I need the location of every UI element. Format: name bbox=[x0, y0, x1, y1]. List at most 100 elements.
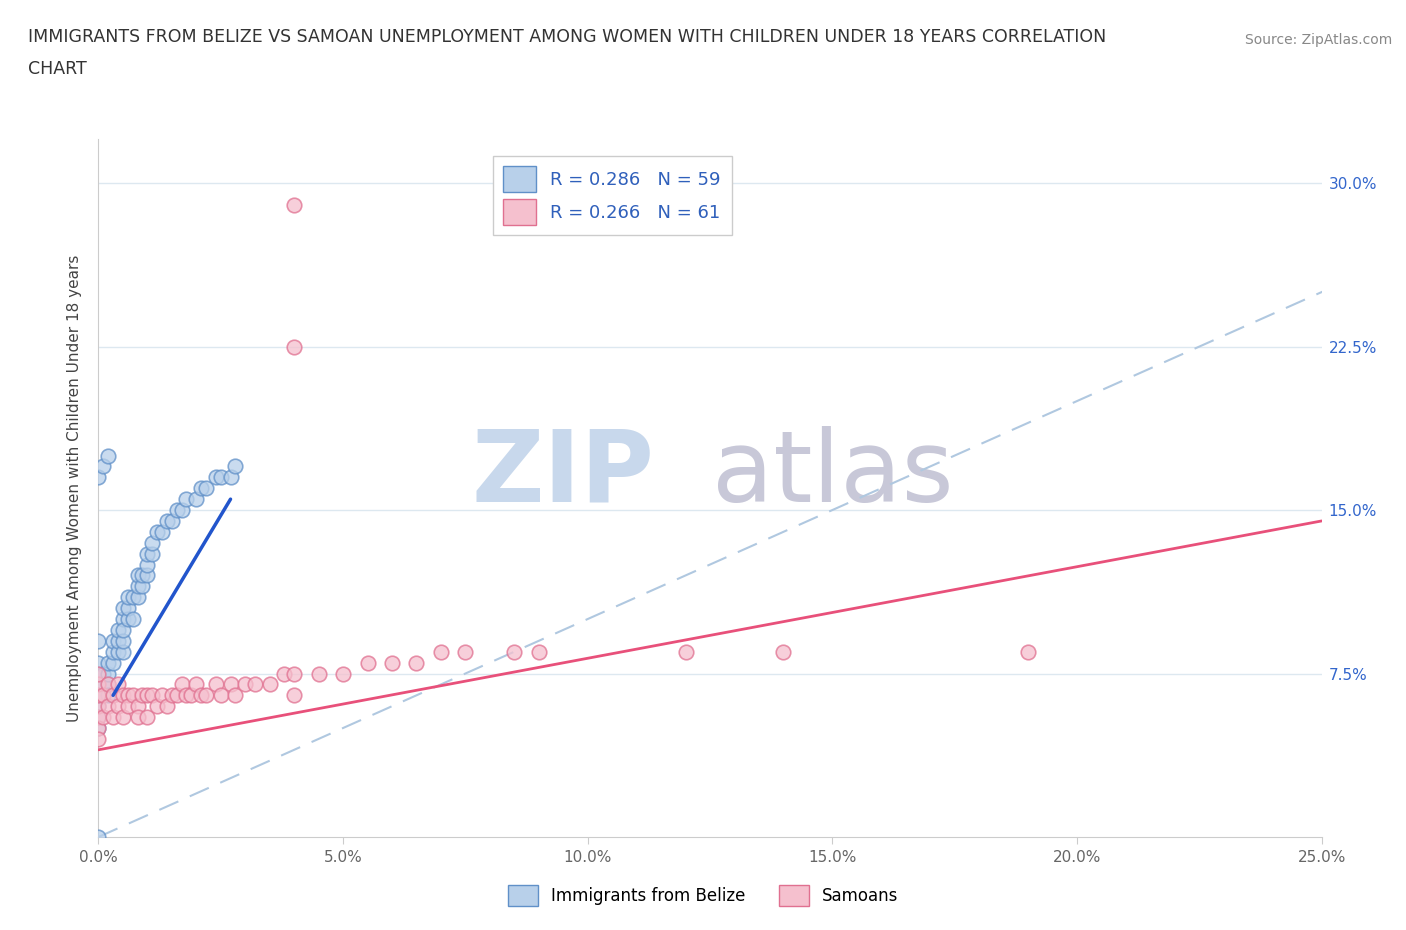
Point bbox=[180, 688, 202, 703]
Point bbox=[111, 644, 134, 659]
Point bbox=[170, 502, 193, 517]
Point bbox=[87, 677, 110, 692]
Point bbox=[141, 688, 163, 703]
Point bbox=[87, 656, 110, 671]
Point bbox=[101, 656, 124, 671]
Point bbox=[87, 721, 110, 736]
Point bbox=[121, 590, 143, 604]
Point bbox=[111, 612, 134, 627]
Point bbox=[146, 525, 169, 539]
Point bbox=[87, 666, 110, 681]
Point bbox=[127, 698, 149, 713]
Y-axis label: Unemployment Among Women with Children Under 18 years: Unemployment Among Women with Children U… bbox=[67, 255, 83, 722]
Point bbox=[91, 688, 114, 703]
Point bbox=[91, 710, 114, 724]
Point bbox=[190, 481, 212, 496]
Legend: R = 0.286   N = 59, R = 0.266   N = 61: R = 0.286 N = 59, R = 0.266 N = 61 bbox=[492, 155, 731, 235]
Point bbox=[273, 666, 295, 681]
Point bbox=[127, 710, 149, 724]
Text: atlas: atlas bbox=[711, 426, 953, 523]
Point bbox=[160, 688, 183, 703]
Point bbox=[141, 536, 163, 551]
Point bbox=[97, 666, 120, 681]
Point bbox=[107, 633, 129, 648]
Point bbox=[87, 633, 110, 648]
Point bbox=[121, 612, 143, 627]
Point bbox=[136, 688, 159, 703]
Point bbox=[131, 568, 153, 583]
Point bbox=[127, 590, 149, 604]
Point bbox=[97, 656, 120, 671]
Legend: Immigrants from Belize, Samoans: Immigrants from Belize, Samoans bbox=[501, 879, 905, 912]
Point bbox=[87, 470, 110, 485]
Point bbox=[190, 688, 212, 703]
Point bbox=[87, 710, 110, 724]
Point bbox=[107, 622, 129, 637]
Point bbox=[87, 830, 110, 844]
Point bbox=[97, 677, 120, 692]
Text: CHART: CHART bbox=[28, 60, 87, 78]
Point bbox=[91, 666, 114, 681]
Point bbox=[156, 698, 179, 713]
Point bbox=[308, 666, 330, 681]
Point bbox=[283, 197, 305, 212]
Point bbox=[205, 677, 228, 692]
Point bbox=[111, 710, 134, 724]
Point bbox=[127, 578, 149, 593]
Point bbox=[176, 492, 198, 507]
Point bbox=[107, 677, 129, 692]
Point bbox=[170, 677, 193, 692]
Point bbox=[356, 656, 378, 671]
Point bbox=[117, 688, 139, 703]
Point bbox=[150, 688, 173, 703]
Point bbox=[136, 546, 159, 561]
Point bbox=[283, 339, 305, 354]
Point bbox=[87, 721, 110, 736]
Point bbox=[219, 677, 242, 692]
Point bbox=[87, 677, 110, 692]
Point bbox=[283, 666, 305, 681]
Point bbox=[209, 688, 232, 703]
Point bbox=[136, 568, 159, 583]
Point bbox=[772, 644, 794, 659]
Point bbox=[243, 677, 266, 692]
Point bbox=[87, 698, 110, 713]
Point bbox=[195, 688, 218, 703]
Point bbox=[117, 590, 139, 604]
Point bbox=[405, 656, 427, 671]
Point bbox=[101, 710, 124, 724]
Point bbox=[97, 448, 120, 463]
Point bbox=[121, 688, 143, 703]
Point bbox=[101, 644, 124, 659]
Point bbox=[131, 688, 153, 703]
Point bbox=[176, 688, 198, 703]
Point bbox=[127, 568, 149, 583]
Point bbox=[146, 698, 169, 713]
Text: ZIP: ZIP bbox=[472, 426, 655, 523]
Point bbox=[101, 688, 124, 703]
Point bbox=[156, 513, 179, 528]
Point bbox=[1017, 644, 1039, 659]
Point bbox=[91, 677, 114, 692]
Point bbox=[97, 698, 120, 713]
Point bbox=[107, 698, 129, 713]
Point bbox=[87, 688, 110, 703]
Point bbox=[101, 633, 124, 648]
Point bbox=[224, 459, 246, 474]
Point bbox=[136, 710, 159, 724]
Point bbox=[233, 677, 256, 692]
Point bbox=[87, 698, 110, 713]
Point bbox=[111, 688, 134, 703]
Point bbox=[131, 578, 153, 593]
Point bbox=[166, 502, 188, 517]
Text: Source: ZipAtlas.com: Source: ZipAtlas.com bbox=[1244, 33, 1392, 46]
Point bbox=[283, 688, 305, 703]
Point bbox=[87, 688, 110, 703]
Point bbox=[117, 698, 139, 713]
Point bbox=[97, 688, 120, 703]
Point bbox=[87, 710, 110, 724]
Point bbox=[219, 470, 242, 485]
Point bbox=[166, 688, 188, 703]
Point bbox=[111, 622, 134, 637]
Point bbox=[454, 644, 477, 659]
